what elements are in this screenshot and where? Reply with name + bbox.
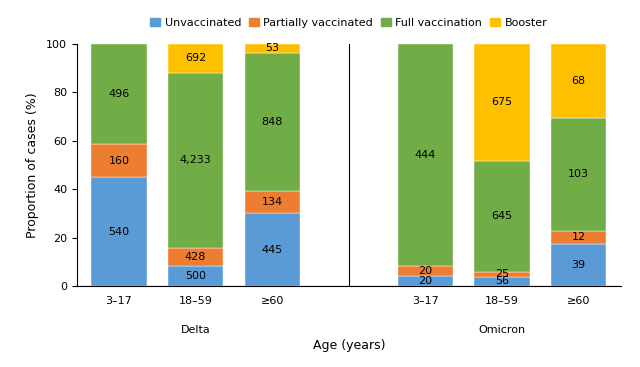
Text: 160: 160: [108, 156, 129, 166]
Text: 39: 39: [572, 260, 586, 270]
X-axis label: Age (years): Age (years): [312, 339, 385, 352]
Bar: [244, 53, 300, 192]
Bar: [92, 177, 147, 286]
Text: 540: 540: [108, 226, 129, 237]
Bar: [244, 192, 300, 214]
Text: 675: 675: [492, 97, 513, 108]
Text: 496: 496: [108, 89, 129, 99]
Text: 25: 25: [495, 269, 509, 279]
Bar: [244, 44, 300, 53]
Text: 20: 20: [419, 266, 433, 276]
Bar: [551, 118, 606, 230]
Text: 848: 848: [262, 117, 283, 127]
Bar: [398, 44, 453, 266]
Bar: [92, 44, 147, 145]
Bar: [474, 272, 530, 277]
Text: 445: 445: [262, 245, 283, 255]
Bar: [551, 230, 606, 244]
Legend: Unvaccinated, Partially vaccinated, Full vaccination, Booster: Unvaccinated, Partially vaccinated, Full…: [146, 13, 552, 32]
Bar: [551, 244, 606, 286]
Bar: [474, 161, 530, 272]
Text: 444: 444: [415, 150, 436, 160]
Text: 134: 134: [262, 197, 283, 207]
Bar: [168, 266, 223, 286]
Text: 12: 12: [572, 232, 586, 242]
Bar: [398, 266, 453, 276]
Text: Omicron: Omicron: [479, 325, 525, 335]
Bar: [92, 145, 147, 177]
Text: Delta: Delta: [180, 325, 211, 335]
Text: 645: 645: [492, 211, 513, 222]
Text: 4,233: 4,233: [180, 155, 211, 165]
Text: 500: 500: [185, 271, 206, 281]
Text: 53: 53: [265, 43, 279, 53]
Y-axis label: Proportion of cases (%): Proportion of cases (%): [26, 92, 39, 238]
Text: 20: 20: [419, 276, 433, 286]
Bar: [244, 214, 300, 286]
Bar: [168, 44, 223, 73]
Text: 103: 103: [568, 170, 589, 179]
Bar: [168, 73, 223, 248]
Text: 428: 428: [185, 252, 206, 262]
Bar: [168, 248, 223, 266]
Text: 56: 56: [495, 276, 509, 286]
Bar: [474, 44, 530, 161]
Bar: [474, 277, 530, 286]
Bar: [551, 44, 606, 118]
Bar: [398, 276, 453, 286]
Text: 692: 692: [185, 53, 206, 63]
Text: 68: 68: [572, 76, 586, 86]
